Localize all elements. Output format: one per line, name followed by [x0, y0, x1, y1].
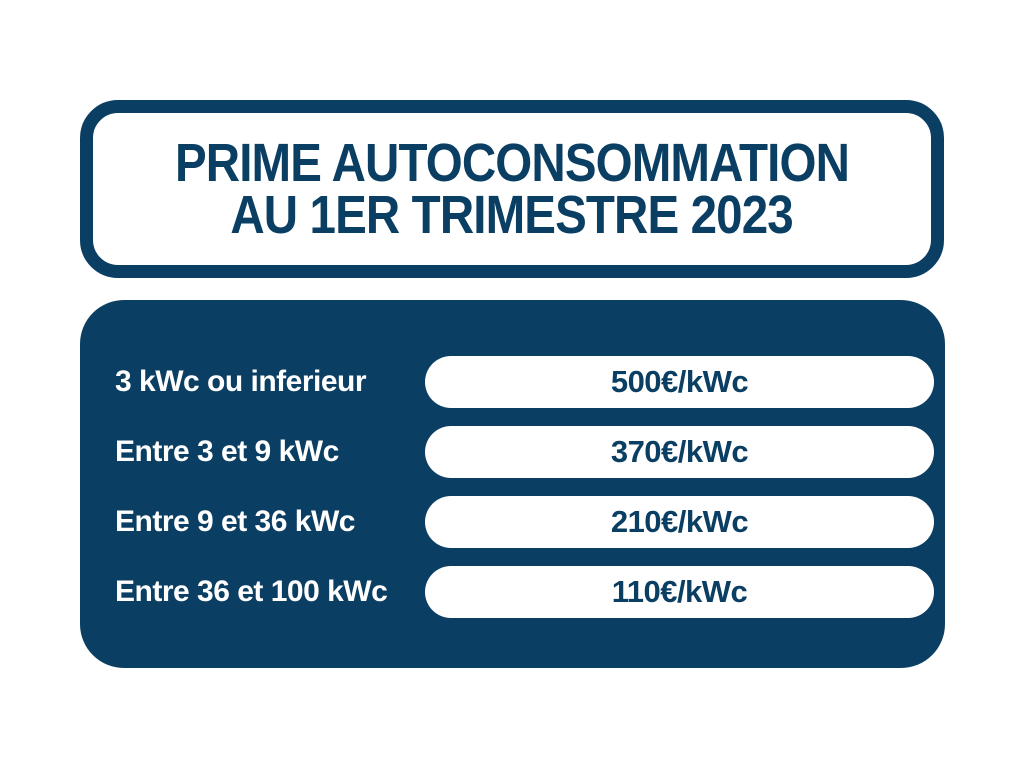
rate-row: Entre 3 et 9 kWc 370€/kWc [80, 426, 945, 478]
page-title-line1: PRIME AUTOCONSOMMATION [174, 133, 850, 193]
rate-value-pill: 210€/kWc [425, 496, 934, 548]
rate-value: 110€/kWc [611, 574, 748, 609]
rate-row: Entre 9 et 36 kWc 210€/kWc [80, 496, 945, 548]
rate-value: 370€/kWc [610, 434, 749, 469]
rate-value-pill: 370€/kWc [425, 426, 934, 478]
rate-row: 3 kWc ou inferieur 500€/kWc [80, 356, 945, 408]
page-title-line2: AU 1ER TRIMESTRE 2023 [230, 185, 794, 245]
rate-label: Entre 3 et 9 kWc [115, 435, 339, 468]
rate-label: Entre 9 et 36 kWc [115, 505, 355, 538]
rate-label: 3 kWc ou inferieur [115, 365, 367, 398]
rate-value-pill: 500€/kWc [425, 356, 934, 408]
rate-label: Entre 36 et 100 kWc [115, 575, 388, 608]
rate-value-pill: 110€/kWc [425, 566, 934, 618]
rate-value: 210€/kWc [610, 504, 749, 539]
rates-panel: 3 kWc ou inferieur 500€/kWc Entre 3 et 9… [80, 300, 945, 668]
header-card: PRIME AUTOCONSOMMATION AU 1ER TRIMESTRE … [80, 100, 944, 278]
rate-value: 500€/kWc [610, 364, 749, 399]
rates-rows: 3 kWc ou inferieur 500€/kWc Entre 3 et 9… [80, 356, 945, 618]
rate-row: Entre 36 et 100 kWc 110€/kWc [80, 566, 945, 618]
